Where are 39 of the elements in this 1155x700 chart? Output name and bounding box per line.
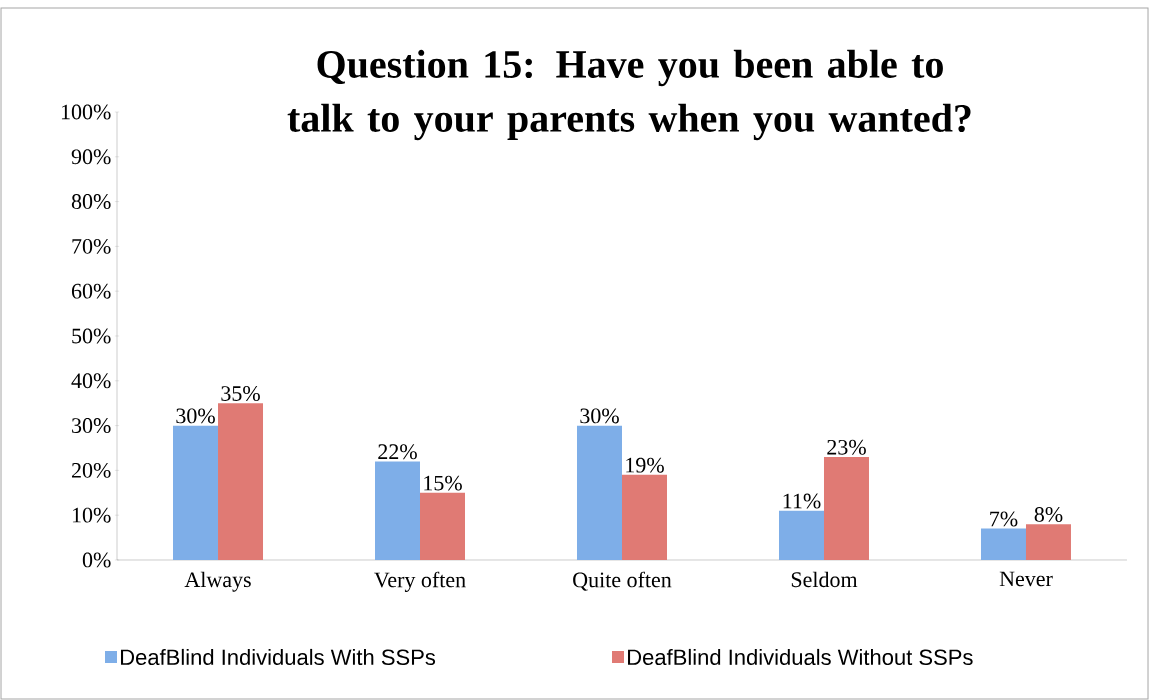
bar (577, 425, 622, 560)
bar (824, 456, 869, 560)
x-tick-label: Always (184, 571, 251, 592)
y-tick-label: 20% (71, 462, 111, 478)
data-label: 15% (424, 475, 462, 491)
bar (218, 403, 264, 560)
y-tick-label: 0% (82, 552, 111, 568)
y-tick-label: 80% (71, 194, 111, 210)
y-tick-label: 70% (72, 238, 111, 254)
data-label: 30% (580, 408, 619, 424)
data-label: 23% (827, 439, 866, 455)
data-label: 22% (378, 444, 417, 460)
bar (173, 425, 219, 560)
y-tick-label: 40% (71, 373, 111, 389)
bar (622, 474, 667, 560)
data-label: 19% (626, 457, 664, 473)
x-tick-label: Very often (374, 571, 466, 592)
y-tick-label: 30% (72, 418, 111, 434)
data-label: 7% (990, 511, 1018, 527)
bar (980, 528, 1026, 560)
bar (779, 510, 824, 560)
legend-label: DeafBlind Individuals Without SSPs (628, 648, 973, 666)
x-tick-label: Never (999, 571, 1053, 587)
y-tick-label: 90% (71, 149, 111, 165)
chart-title: Question 15: Have you been able to talk to your parents when you wanted? (287, 49, 971, 141)
y-tick-label: 60% (71, 283, 111, 299)
data-label: 11% (783, 493, 821, 509)
x-tick-label: Seldom (791, 571, 858, 588)
data-label: 8% (1034, 507, 1063, 522)
y-tick-label: 50% (72, 328, 111, 344)
data-label: 35% (221, 386, 260, 401)
legend-label: DeafBlind Individuals With SSPs (121, 648, 436, 666)
bar (1025, 524, 1071, 560)
bar (375, 461, 420, 560)
x-tick-label: Quite often (573, 571, 672, 591)
data-label: 30% (176, 408, 215, 424)
y-tick-label: 10% (72, 507, 111, 523)
bar (420, 492, 465, 560)
y-tick-label: 100% (61, 104, 111, 120)
